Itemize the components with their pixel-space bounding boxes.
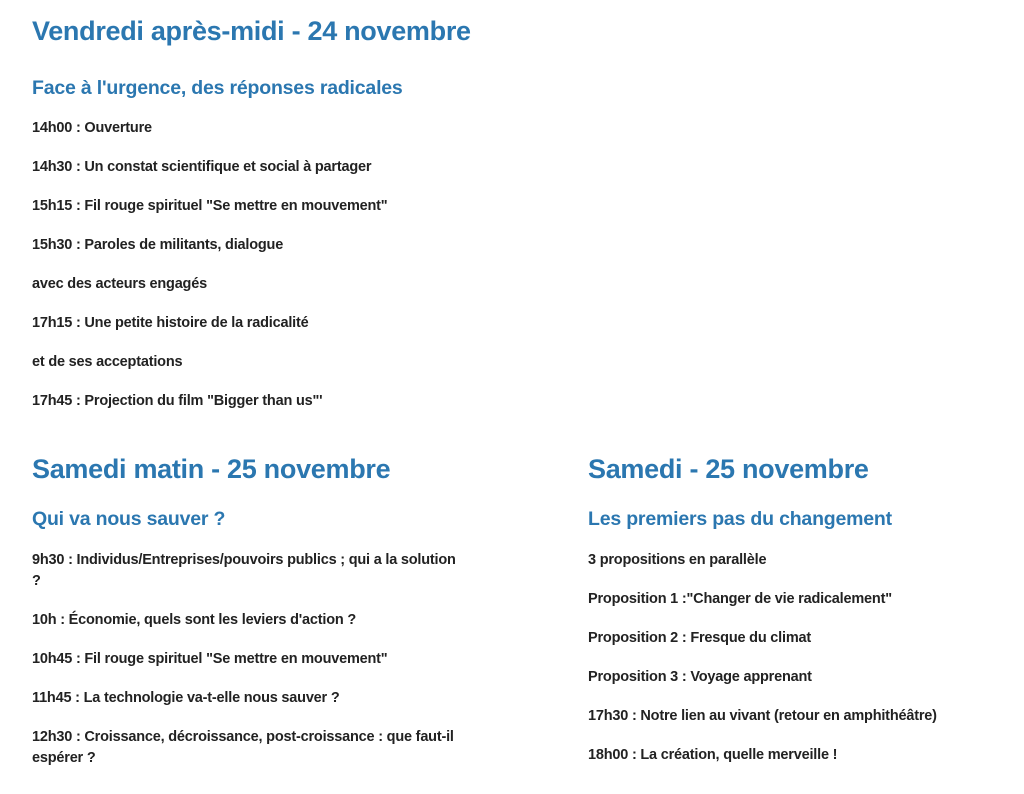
schedule-list: 14h00 : Ouverture 14h30 : Un constat sci… (32, 118, 732, 412)
schedule-item: 9h30 : Individus/Entreprises/pouvoirs pu… (32, 552, 456, 589)
section-title: Vendredi après-midi - 24 novembre (32, 16, 471, 46)
schedule-item: 17h45 : Projection du film "Bigger than … (32, 393, 323, 409)
schedule-list: 9h30 : Individus/Entreprises/pouvoirs pu… (32, 550, 462, 769)
schedule-item: Proposition 1 :"Changer de vie radicalem… (588, 591, 892, 607)
schedule-item: 17h30 : Notre lien au vivant (retour en … (588, 708, 937, 724)
schedule-item: 15h30 : Paroles de militants, dialogue (32, 237, 284, 253)
schedule-item: 14h30 : Un constat scientifique et socia… (32, 159, 372, 175)
schedule-item: avec des acteurs engagés (32, 276, 207, 292)
section-subtitle: Les premiers pas du changement (588, 508, 892, 530)
section-title: Samedi matin - 25 novembre (32, 454, 391, 484)
section-samedi: Samedi - 25 novembre Les premiers pas du… (588, 452, 1018, 784)
schedule-item: 14h00 : Ouverture (32, 120, 152, 136)
schedule-item: et de ses acceptations (32, 354, 183, 370)
schedule-item: Proposition 3 : Voyage apprenant (588, 669, 812, 685)
schedule-item: 10h45 : Fil rouge spirituel "Se mettre e… (32, 651, 388, 667)
section-vendredi-apres-midi: Vendredi après-midi - 24 novembre Face à… (32, 14, 732, 430)
schedule-item: Proposition 2 : Fresque du climat (588, 630, 812, 646)
schedule-item: 15h15 : Fil rouge spirituel "Se mettre e… (32, 198, 388, 214)
schedule-item: 3 propositions en parallèle (588, 552, 767, 568)
section-subtitle: Face à l'urgence, des réponses radicales (32, 77, 403, 99)
schedule-item: 12h30 : Croissance, décroissance, post-c… (32, 729, 454, 766)
schedule-item: 10h : Économie, quels sont les leviers d… (32, 612, 357, 628)
section-subtitle: Qui va nous sauver ? (32, 508, 226, 530)
schedule-list: 3 propositions en parallèle Proposition … (588, 550, 1018, 766)
schedule-item: 11h45 : La technologie va-t-elle nous sa… (32, 690, 340, 706)
section-samedi-matin: Samedi matin - 25 novembre Qui va nous s… (32, 452, 462, 787)
schedule-item: 18h00 : La création, quelle merveille ! (588, 747, 838, 763)
schedule-item: 17h15 : Une petite histoire de la radica… (32, 315, 309, 331)
section-title: Samedi - 25 novembre (588, 454, 869, 484)
